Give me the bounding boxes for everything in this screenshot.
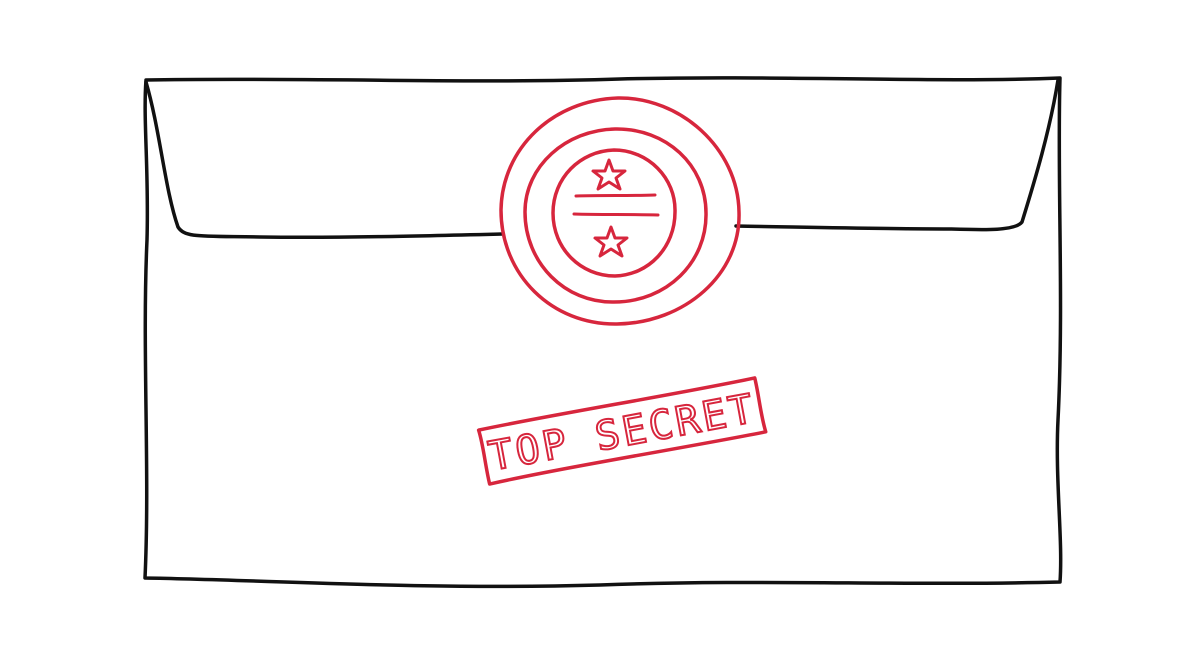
top-secret-stamp: TOP SECRET (476, 376, 768, 486)
seal-outer-ring (499, 96, 741, 326)
seal-line-top (574, 193, 657, 198)
seal-inner-ring (551, 148, 677, 278)
envelope-flap (144, 78, 1060, 240)
stamp-border (476, 376, 768, 486)
star-icon (593, 225, 629, 258)
star-icon (591, 158, 627, 191)
seal-middle-ring (523, 127, 708, 304)
envelope-body (143, 76, 1063, 589)
stamp-text: TOP SECRET (485, 386, 760, 481)
wax-seal (499, 96, 741, 326)
seal-line-bottom (572, 212, 660, 217)
